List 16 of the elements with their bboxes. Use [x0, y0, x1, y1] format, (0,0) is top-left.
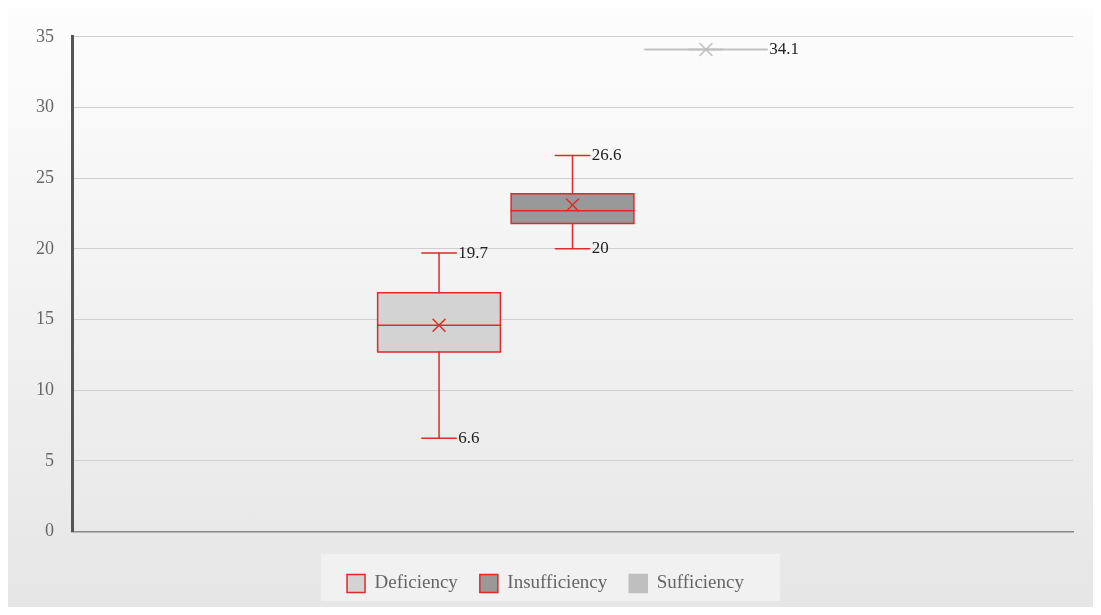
annotation: 26.6 [591, 145, 622, 165]
y-tick-label: 30 [36, 96, 54, 117]
annotation: 20 [591, 238, 609, 258]
y-tick-label: 0 [45, 520, 54, 541]
y-tick-label: 10 [36, 378, 54, 399]
annotation: 34.1 [769, 38, 800, 58]
annotation: 19.7 [458, 242, 489, 262]
legend-label: Sufficiency [656, 571, 745, 593]
y-tick-label: 15 [36, 308, 54, 329]
y-tick-label: 20 [36, 237, 54, 258]
y-tick-label: 35 [36, 25, 54, 46]
legend-label: Insufficiency [507, 571, 608, 593]
legend-label: Deficiency [374, 571, 459, 593]
annotation: 6.6 [458, 427, 480, 447]
y-tick-label: 5 [45, 449, 54, 470]
y-tick-label: 25 [36, 166, 54, 187]
